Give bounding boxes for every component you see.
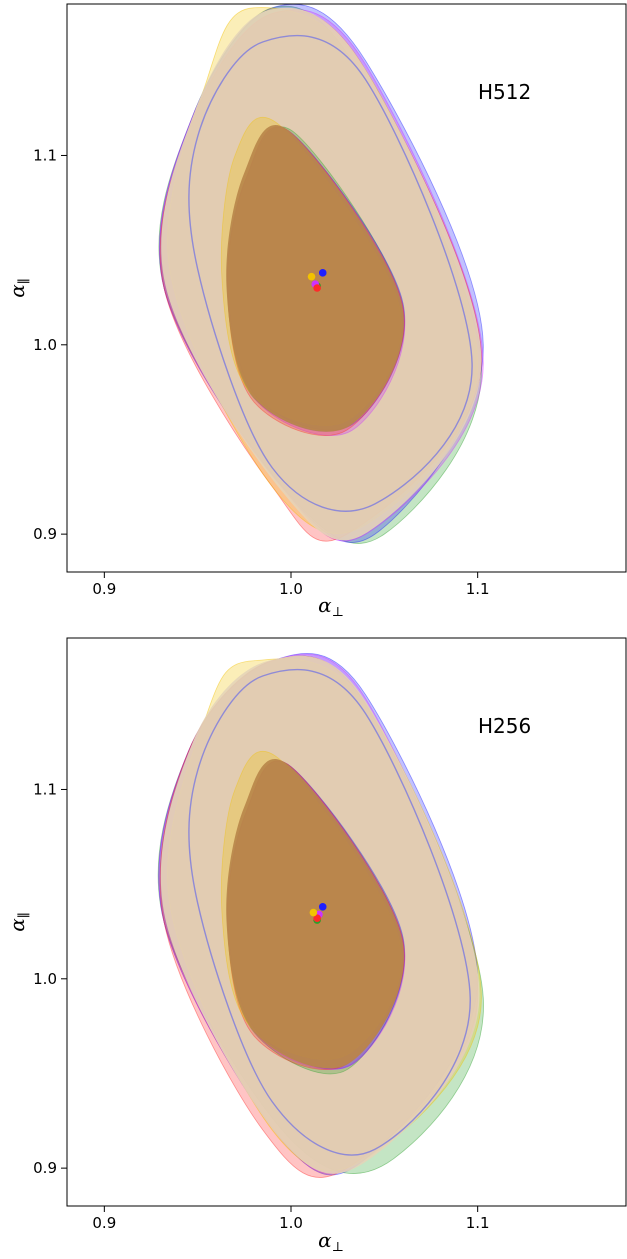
center-point-series-2 [318,269,327,277]
y-tick-label: 1.0 [33,970,57,988]
contour-line [188,668,471,1156]
panel-1: 0.9 1.0 1.1 0.9 1.0 1.1 α⊥ α∥ H512 [5,3,627,620]
y-axis-label: α∥ [5,278,32,298]
y-tick-label: 1.0 [33,336,57,354]
center-point-series-2 [318,903,327,911]
inner-overlay [226,125,404,432]
plot-area [158,4,484,544]
axes-frame [66,3,627,573]
x-tick-label: 1.1 [466,1214,490,1232]
axes-frame [66,637,627,1207]
x-tick-label: 1.1 [466,580,490,598]
y-tick-label: 0.9 [33,1159,57,1177]
y-axis-label: α∥ [5,912,32,932]
x-axis-label-subscript: ⊥ [332,605,344,620]
x-tick-label: 1.0 [279,580,303,598]
center-point-series-4 [313,914,321,923]
x-tick-label: 0.9 [92,1214,116,1232]
x-tick-label: 1.0 [279,1214,303,1232]
y-tick-label: 1.1 [33,780,57,798]
y-axis-label-subscript: ∥ [17,278,32,284]
x-axis-label: α⊥ [318,593,344,620]
panel-label: H256 [478,714,531,738]
y-tick-label: 0.9 [33,525,57,543]
plot-area [157,653,484,1178]
contour-line [188,34,473,512]
x-axis-label-subscript: ⊥ [332,1240,344,1255]
panel-2: 0.9 1.0 1.1 0.9 1.0 1.1 α⊥ α∥ H256 [5,637,627,1255]
y-axis-label-subscript: ∥ [17,912,32,918]
center-point-series-5 [307,272,316,281]
x-tick-label: 0.9 [92,580,116,598]
center-point-series-5 [309,908,318,917]
center-point-series-4 [313,284,321,292]
y-tick-label: 1.1 [33,146,57,164]
x-axis-label: α⊥ [318,1228,344,1255]
panel-label: H512 [478,80,531,104]
